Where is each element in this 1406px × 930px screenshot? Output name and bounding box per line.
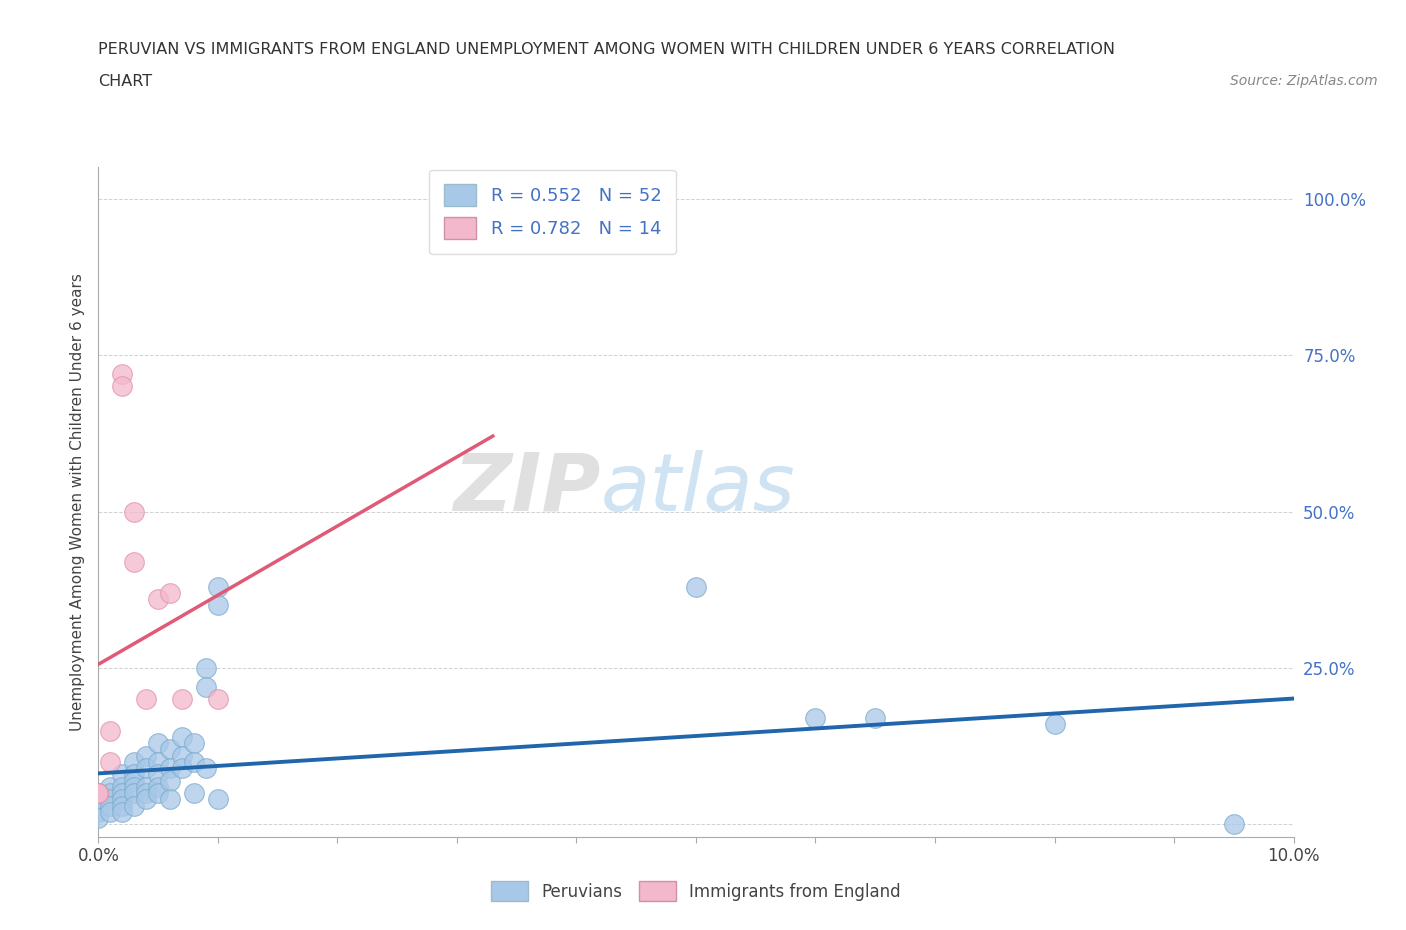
Point — [111, 379, 134, 394]
Point — [124, 779, 146, 794]
Point — [148, 754, 170, 769]
Point — [148, 591, 170, 606]
Point — [172, 749, 194, 764]
Point — [124, 773, 146, 788]
Point — [183, 754, 205, 769]
Point — [87, 786, 110, 801]
Text: PERUVIAN VS IMMIGRANTS FROM ENGLAND UNEMPLOYMENT AMONG WOMEN WITH CHILDREN UNDER: PERUVIAN VS IMMIGRANTS FROM ENGLAND UNEM… — [98, 42, 1115, 57]
Point — [148, 767, 170, 782]
Point — [111, 786, 134, 801]
Point — [87, 792, 110, 807]
Point — [124, 504, 146, 519]
Point — [87, 786, 110, 801]
Point — [685, 579, 707, 594]
Point — [124, 754, 146, 769]
Point — [124, 798, 146, 813]
Point — [111, 366, 134, 381]
Point — [148, 786, 170, 801]
Point — [111, 798, 134, 813]
Point — [87, 786, 110, 801]
Point — [194, 761, 218, 776]
Point — [111, 804, 134, 819]
Point — [135, 786, 157, 801]
Point — [98, 754, 122, 769]
Point — [159, 792, 181, 807]
Point — [159, 586, 181, 601]
Legend: Peruvians, Immigrants from England: Peruvians, Immigrants from England — [484, 873, 908, 909]
Point — [87, 811, 110, 826]
Point — [207, 692, 229, 707]
Point — [111, 767, 134, 782]
Point — [135, 792, 157, 807]
Point — [135, 779, 157, 794]
Point — [124, 767, 146, 782]
Point — [135, 749, 157, 764]
Point — [804, 711, 827, 725]
Point — [87, 786, 110, 801]
Point — [124, 554, 146, 569]
Text: atlas: atlas — [600, 450, 796, 528]
Point — [159, 761, 181, 776]
Point — [194, 680, 218, 695]
Point — [98, 792, 122, 807]
Point — [111, 792, 134, 807]
Point — [207, 598, 229, 613]
Point — [98, 724, 122, 738]
Point — [148, 736, 170, 751]
Point — [865, 711, 887, 725]
Point — [87, 804, 110, 819]
Point — [135, 761, 157, 776]
Text: ZIP: ZIP — [453, 450, 600, 528]
Point — [135, 692, 157, 707]
Point — [98, 798, 122, 813]
Point — [159, 742, 181, 757]
Point — [159, 773, 181, 788]
Point — [124, 786, 146, 801]
Point — [207, 792, 229, 807]
Point — [194, 660, 218, 675]
Point — [98, 779, 122, 794]
Point — [98, 804, 122, 819]
Point — [1043, 717, 1066, 732]
Text: Source: ZipAtlas.com: Source: ZipAtlas.com — [1230, 74, 1378, 88]
Point — [172, 692, 194, 707]
Point — [183, 786, 205, 801]
Text: CHART: CHART — [98, 74, 152, 89]
Point — [1223, 817, 1246, 832]
Point — [111, 779, 134, 794]
Point — [98, 786, 122, 801]
Point — [207, 579, 229, 594]
Point — [183, 736, 205, 751]
Y-axis label: Unemployment Among Women with Children Under 6 years: Unemployment Among Women with Children U… — [69, 273, 84, 731]
Point — [172, 761, 194, 776]
Point — [148, 779, 170, 794]
Point — [172, 729, 194, 744]
